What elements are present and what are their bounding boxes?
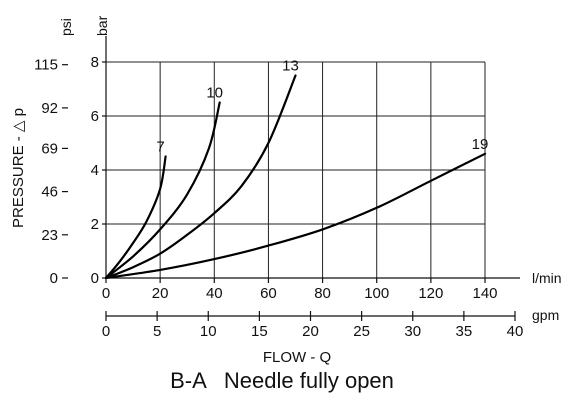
axes [62,36,520,321]
y2-tick-label-0: 0 [50,270,58,287]
curve-label-13: 13 [282,58,299,75]
x-tick-label-140: 140 [472,285,497,302]
x-tick-label-60: 60 [260,285,277,302]
curves [104,74,487,280]
y-tick-label-2: 2 [91,216,99,233]
x-unit-label: l/min [532,270,562,286]
x2-tick-label-20: 20 [302,323,319,340]
y2-unit-label: psi [58,18,74,36]
x-tick-label-80: 80 [314,285,331,302]
x-tick-label-100: 100 [364,285,389,302]
y-tick-label-0: 0 [91,270,99,287]
grid [106,61,486,278]
x2-tick-label-0: 0 [102,323,110,340]
x2-tick-label-40: 40 [507,323,524,340]
curve-13 [104,74,297,280]
y-tick-label-8: 8 [91,54,99,71]
curve-7 [104,155,167,280]
y2-tick-label-46: 46 [41,184,58,201]
x2-tick-label-10: 10 [200,323,217,340]
curve-label-7: 7 [156,139,164,156]
x2-tick-label-15: 15 [251,323,268,340]
y2-tick-label-23: 23 [41,227,58,244]
y2-tick-label-92: 92 [41,100,58,117]
x2-tick-label-5: 5 [153,323,161,340]
x-tick-label-0: 0 [102,285,110,302]
x-tick-label-20: 20 [152,285,169,302]
y-axis-title: PRESSURE - △ p [10,108,27,228]
y-unit-label: bar [94,15,110,36]
curve-10 [104,101,221,280]
y2-tick-label-115: 115 [34,57,58,74]
x2-tick-label-30: 30 [404,323,421,340]
x-tick-label-40: 40 [206,285,223,302]
x2-tick-label-35: 35 [456,323,473,340]
curve-label-10: 10 [206,85,223,102]
y2-tick-label-69: 69 [41,140,58,157]
chart-caption: B-A Needle fully open [170,368,394,393]
y-tick-label-6: 6 [91,108,99,125]
x2-tick-label-25: 25 [353,323,370,340]
x-axis-title: FLOW - Q [263,349,331,366]
x2-unit-label: gpm [532,307,559,323]
x-tick-label-120: 120 [418,285,443,302]
curve-label-19: 19 [472,136,489,153]
curve-19 [104,152,487,280]
y-tick-label-4: 4 [91,162,99,179]
